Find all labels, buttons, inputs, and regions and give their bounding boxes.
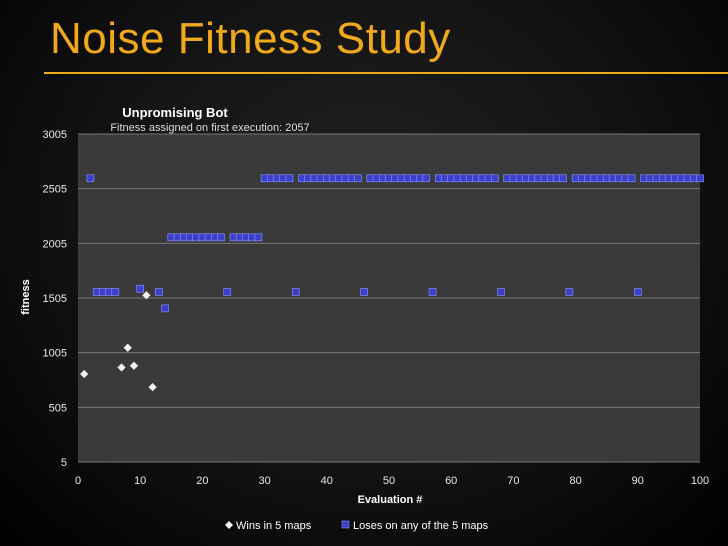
x-tick-label: 30 [258,475,270,487]
x-tick-label: 60 [445,475,457,487]
y-tick-label: 3005 [43,129,67,141]
grid-lines [78,133,700,463]
loss-point [627,174,636,183]
loss-point [497,288,505,296]
loss-point [490,174,499,183]
x-tick-label: 50 [383,475,395,487]
loss-point [565,288,574,296]
legend-label-wins: Wins in 5 maps [236,520,312,532]
loss-point [422,174,431,183]
y-tick-label: 1005 [43,348,67,360]
win-point [148,382,157,392]
data-points [79,174,704,392]
win-point [142,290,151,300]
x-tick-label: 10 [134,475,146,487]
loss-point [86,174,95,183]
legend: Wins in 5 maps Loses on any of the 5 map… [225,520,489,532]
x-tick-label: 40 [321,475,333,487]
diamond-marker-icon [225,521,233,529]
y-tick-label: 5 [61,457,67,469]
win-point [123,343,133,353]
loss-point [254,233,263,242]
loss-point [428,288,437,296]
win-point [79,369,89,379]
win-point [117,363,126,372]
square-marker-icon [341,520,350,529]
x-tick-label: 100 [691,475,709,487]
loss-point [354,174,362,183]
x-axis-title: Evaluation # [358,494,423,506]
slide-title: Noise Fitness Study [50,14,451,63]
y-tick-label: 2005 [43,238,67,250]
legend-label-loses: Loses on any of the 5 maps [353,520,489,532]
loss-point [223,288,232,296]
loss-point [291,288,300,296]
x-axis-ticks: 0 10 20 30 40 50 60 70 80 90 100 [75,475,709,487]
y-tick-label: 505 [49,402,67,414]
legend-item-loses: Loses on any of the 5 maps [341,520,489,532]
y-tick-label: 2505 [43,184,67,196]
loss-point [696,174,704,183]
loss-point [285,174,294,183]
x-tick-label: 90 [632,475,644,487]
y-axis-title: fitness [20,279,32,314]
loss-point [360,288,368,296]
loss-point [559,174,567,183]
loss-point [161,304,169,313]
loss-point [217,233,225,242]
loss-point [155,288,163,296]
chart-title: Unpromising Bot [122,105,228,120]
loss-point [136,284,144,293]
legend-item-wins: Wins in 5 maps [225,520,312,532]
x-tick-label: 0 [75,475,81,487]
x-tick-label: 20 [196,475,208,487]
x-tick-label: 70 [507,475,519,487]
y-axis-ticks: 3005 2505 2005 1505 1005 505 5 [43,129,67,469]
x-tick-label: 80 [569,475,581,487]
win-point [129,361,139,371]
loss-point [633,288,642,296]
loss-point [111,288,120,296]
title-underline [44,72,728,74]
chart-subtitle: Fitness assigned on first execution: 205… [110,122,309,134]
y-tick-label: 1505 [43,293,67,305]
